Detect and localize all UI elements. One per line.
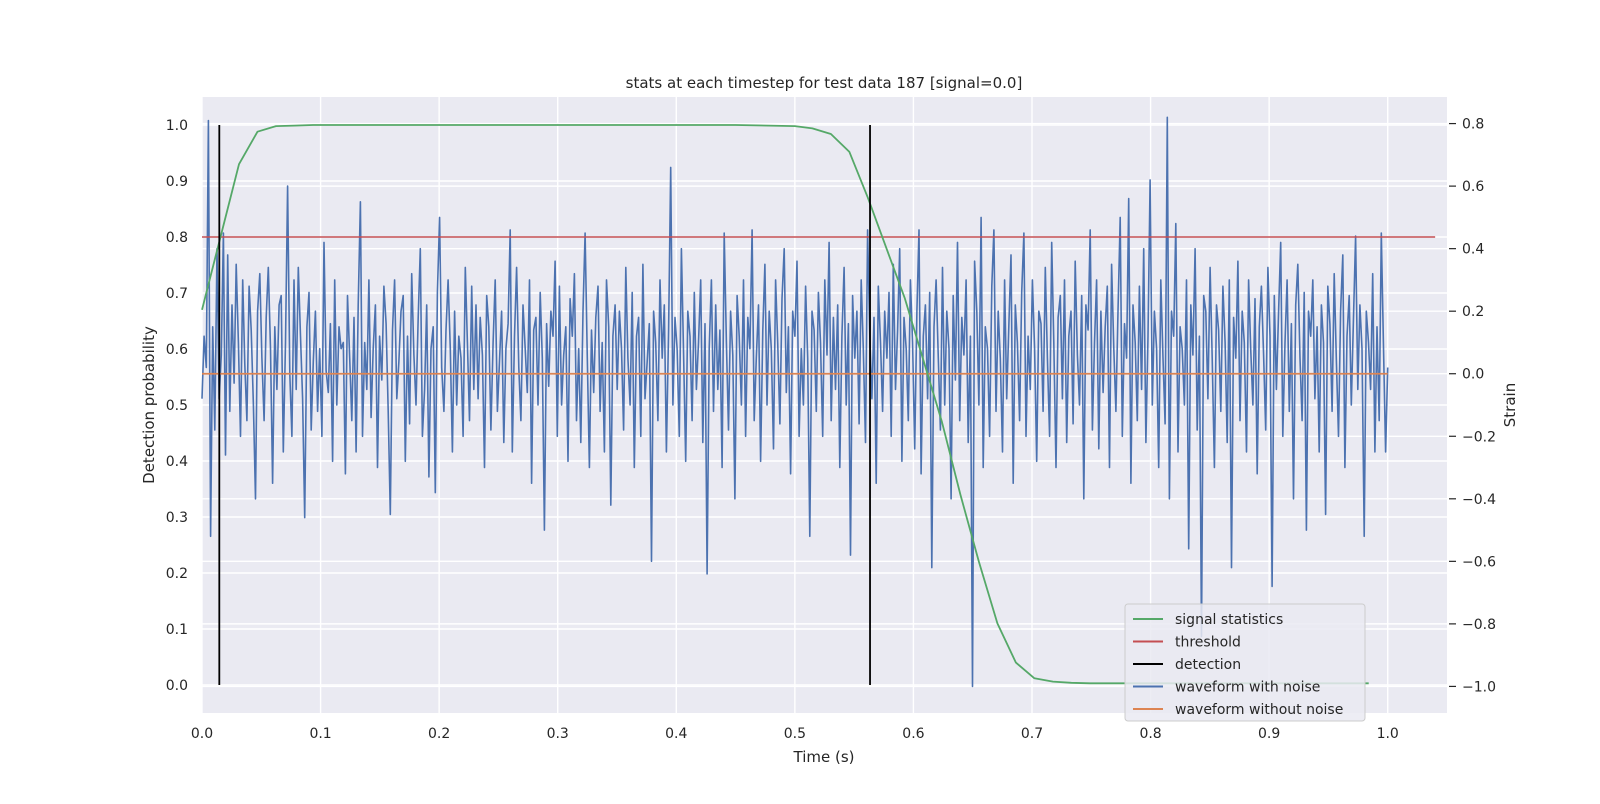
- y-tick-label: 0.7: [166, 286, 188, 302]
- y-right-tick-label: 0.6: [1462, 179, 1484, 195]
- x-tick-label: 0.5: [784, 726, 806, 742]
- y-right-tick-label: −1.0: [1462, 679, 1496, 695]
- x-tick-label: 0.7: [1021, 726, 1043, 742]
- chart-title: stats at each timestep for test data 187…: [626, 74, 1023, 92]
- x-tick-label: 0.6: [902, 726, 924, 742]
- legend-label: signal statistics: [1175, 612, 1283, 628]
- y-tick-label: 0.0: [166, 678, 188, 694]
- x-tick-label: 0.2: [428, 726, 450, 742]
- y-tick-label: 0.8: [166, 230, 188, 246]
- y-axis-label: Detection probability: [140, 326, 158, 484]
- y-tick-label: 0.2: [166, 566, 188, 582]
- y-tick-label: 1.0: [166, 118, 188, 134]
- legend-box: [1124, 603, 1366, 722]
- x-axis-label: Time (s): [793, 748, 855, 766]
- y-tick-label: 0.3: [166, 510, 188, 526]
- series-layer: [201, 116, 1436, 688]
- x-tick-label: 0.8: [1139, 726, 1161, 742]
- legend-label: threshold: [1175, 635, 1241, 651]
- y-right-tick-label: 0.2: [1462, 304, 1484, 320]
- y-right-tick-label: −0.2: [1462, 429, 1496, 445]
- series-signal-statistics: [201, 124, 1369, 685]
- y-right-tick-label: −0.4: [1462, 492, 1496, 508]
- legend-label: waveform with noise: [1175, 680, 1320, 696]
- legend: signal statistics threshold detection wavef…: [1124, 603, 1366, 722]
- y-right-tick-label: −0.6: [1462, 554, 1496, 570]
- legend-label: waveform without noise: [1175, 702, 1343, 718]
- axes: 0.0 0.1 0.2 0.3 0.4 0.5 0.6 0.7 0.8 0.9 1.0 0.0 0.1 0…: [166, 117, 1496, 742]
- y-tick-label: 0.6: [166, 342, 188, 358]
- y-tick-label: 0.4: [166, 454, 188, 470]
- y-right-tick-label: 0.8: [1462, 117, 1484, 133]
- x-tick-label: 0.1: [309, 726, 331, 742]
- y-tick-label: 0.9: [166, 174, 188, 190]
- series-waveform-with-noise: [201, 116, 1389, 688]
- x-tick-label: 0.4: [665, 726, 687, 742]
- y-right-tick-label: 0.4: [1462, 242, 1484, 258]
- legend-label: detection: [1175, 657, 1241, 673]
- x-tick-label: 0.9: [1258, 726, 1280, 742]
- y-axis-right-label: Strain: [1501, 383, 1519, 427]
- x-tick-label: 0.3: [547, 726, 569, 742]
- y-right-tick-label: 0.0: [1462, 367, 1484, 383]
- y-tick-label: 0.5: [166, 398, 188, 414]
- x-tick-label: 0.0: [191, 726, 213, 742]
- y-right-tick-label: −0.8: [1462, 617, 1496, 633]
- y-tick-label: 0.1: [166, 622, 188, 638]
- x-tick-label: 1.0: [1377, 726, 1399, 742]
